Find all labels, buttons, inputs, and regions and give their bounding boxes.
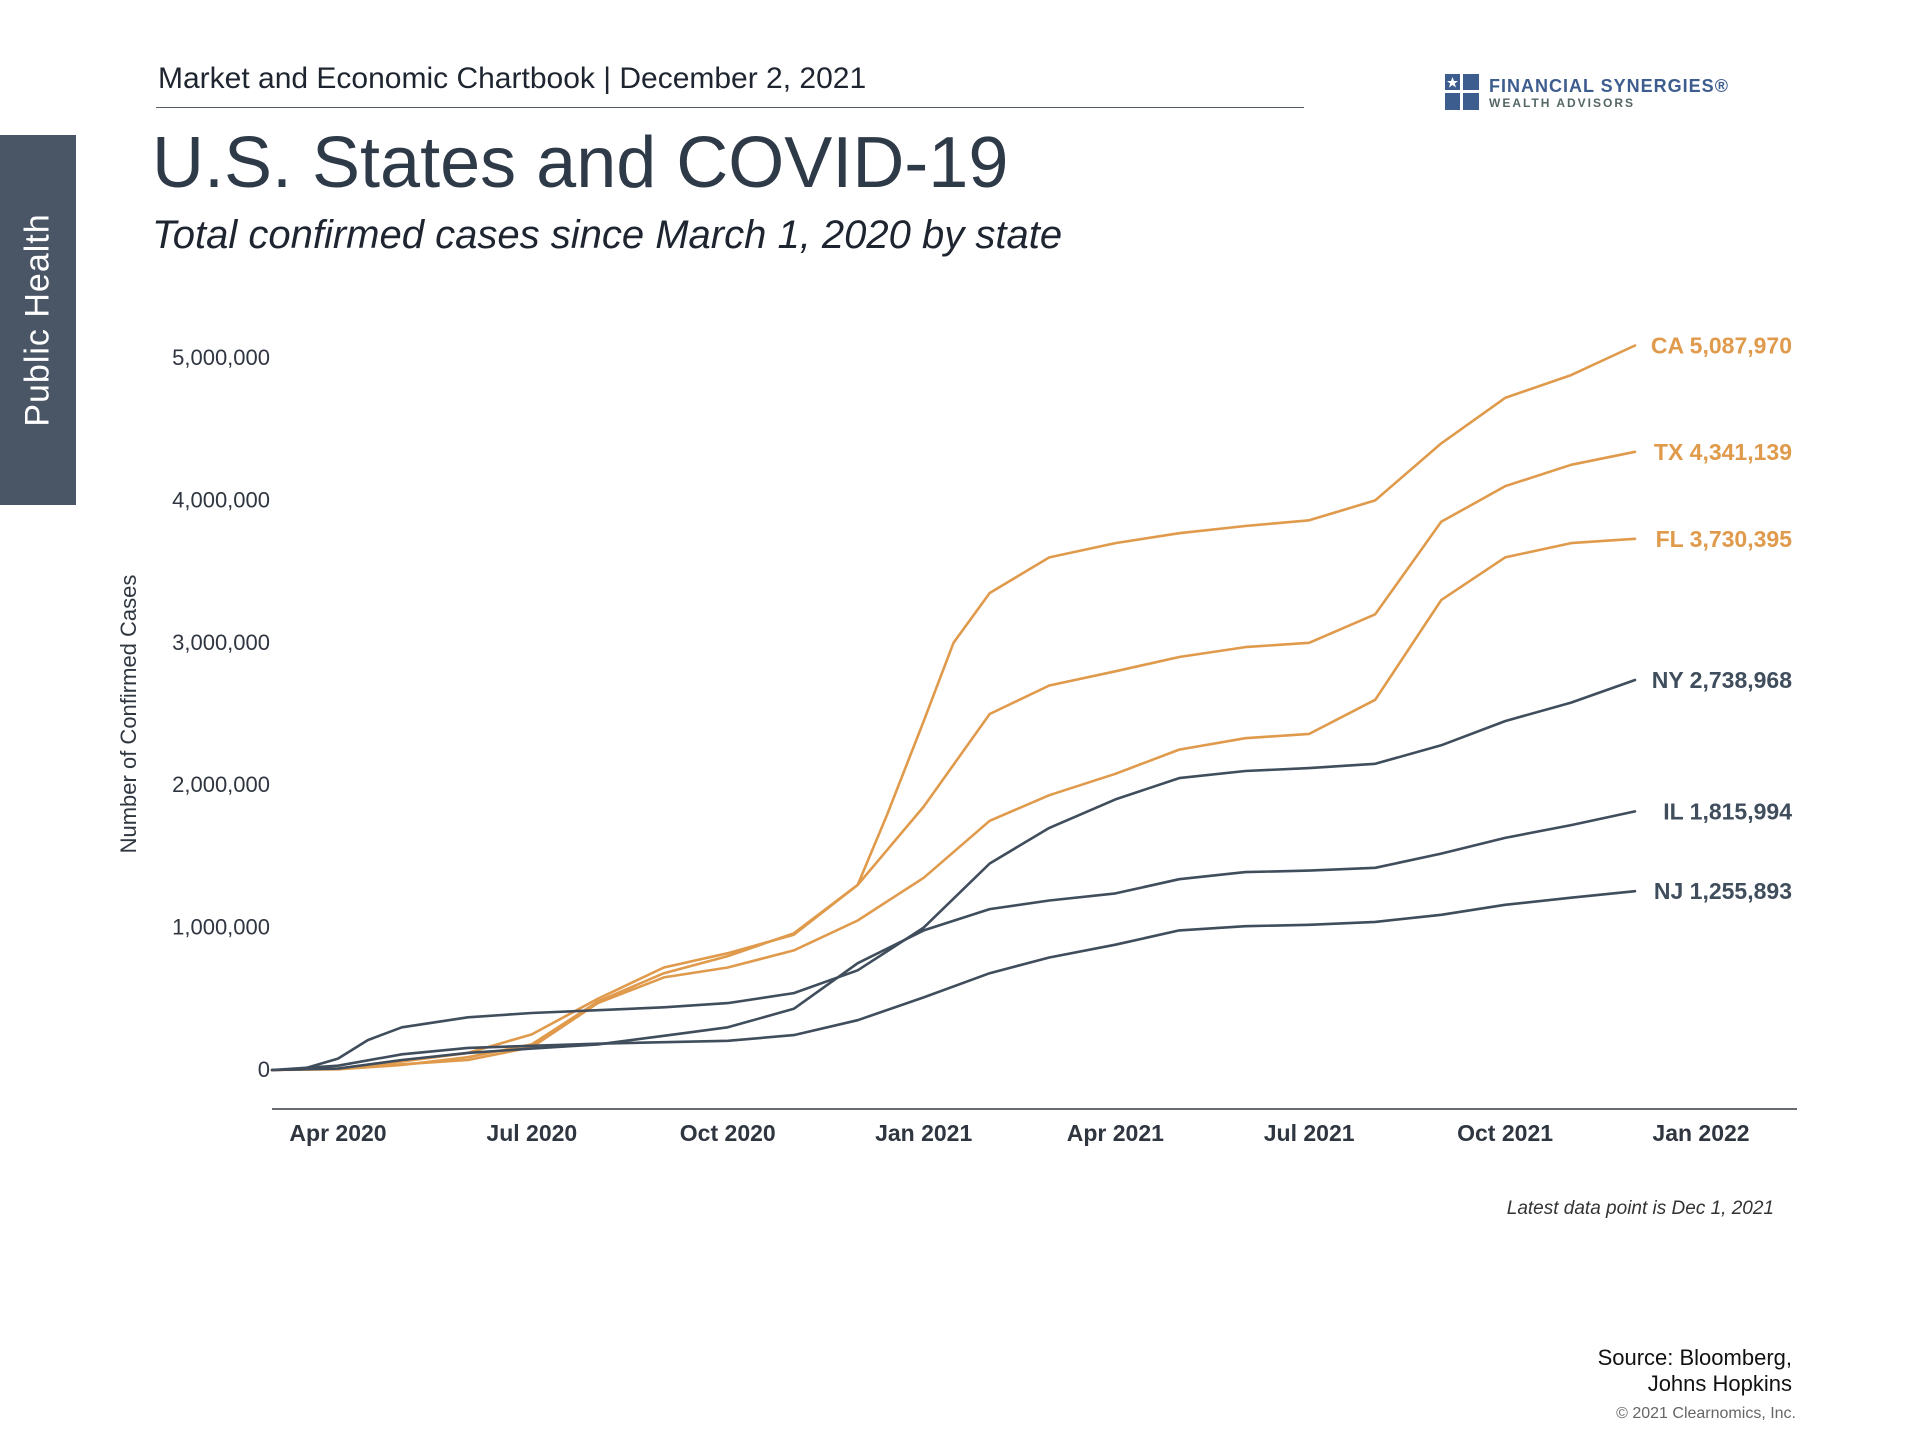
y-tick-label: 5,000,000 <box>172 345 270 370</box>
series-end-label-fl: FL 3,730,395 <box>1656 526 1793 552</box>
chartbook-header: Market and Economic Chartbook | December… <box>158 62 867 95</box>
copyright: © 2021 Clearnomics, Inc. <box>1616 1405 1796 1422</box>
series-end-label-ny: NY 2,738,968 <box>1652 667 1792 693</box>
y-tick-label: 3,000,000 <box>172 630 270 655</box>
series-line-fl <box>270 537 1637 1072</box>
x-tick-label: Jan 2021 <box>875 1120 972 1146</box>
x-tick-label: Apr 2020 <box>289 1120 386 1146</box>
source-line-1: Source: Bloomberg, <box>1597 1345 1792 1370</box>
x-tick-label: Apr 2021 <box>1067 1120 1164 1146</box>
x-tick-label: Oct 2021 <box>1457 1120 1553 1146</box>
series-end-label-ca: CA 5,087,970 <box>1651 332 1792 358</box>
y-tick-label: 4,000,000 <box>172 487 270 512</box>
series-line-nj <box>270 889 1637 1072</box>
series-line-tx <box>270 450 1637 1072</box>
y-axis-title: Number of Confirmed Cases <box>116 575 141 854</box>
source-note: Source: Bloomberg, Johns Hopkins <box>1598 1345 1792 1397</box>
logo-mark-icon <box>1445 74 1479 110</box>
x-tick-label: Jan 2022 <box>1652 1120 1749 1146</box>
series-end-label-tx: TX 4,341,139 <box>1654 439 1792 465</box>
section-tab: Public Health <box>0 135 76 505</box>
logo-name: FINANCIAL SYNERGIES® <box>1489 76 1729 96</box>
logo-subtitle: WEALTH ADVISORS <box>1489 96 1635 110</box>
x-tick-label: Jul 2020 <box>486 1120 577 1146</box>
series-line-il <box>270 810 1637 1072</box>
source-line-2: Johns Hopkins <box>1647 1371 1792 1396</box>
x-tick-label: Jul 2021 <box>1264 1120 1355 1146</box>
y-tick-label: 0 <box>258 1057 270 1082</box>
page-subtitle: Total confirmed cases since March 1, 202… <box>152 213 1063 257</box>
series-line-ny <box>270 678 1637 1072</box>
series-end-label-nj: NJ 1,255,893 <box>1654 878 1792 904</box>
series-end-label-il: IL 1,815,994 <box>1663 798 1792 824</box>
latest-data-note: Latest data point is Dec 1, 2021 <box>1506 1198 1774 1219</box>
series-line-ca <box>270 344 1637 1072</box>
y-tick-label: 2,000,000 <box>172 772 270 797</box>
page-title: U.S. States and COVID-19 <box>152 123 1009 203</box>
y-tick-label: 1,000,000 <box>172 915 270 940</box>
x-tick-label: Oct 2020 <box>680 1120 776 1146</box>
header-divider <box>156 107 1304 108</box>
